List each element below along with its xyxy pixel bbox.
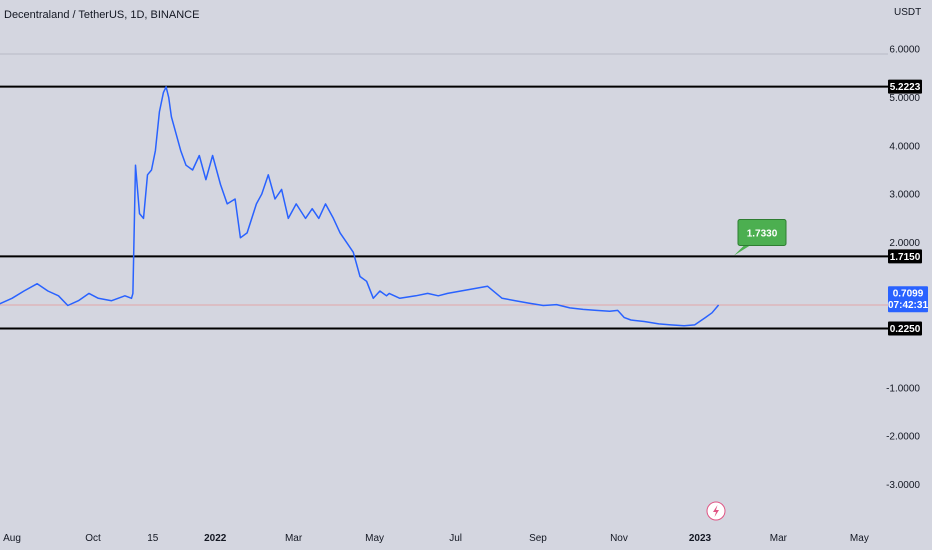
x-tick-label: Mar	[285, 533, 303, 544]
target-callout[interactable]: 1.7330	[734, 219, 787, 256]
currency-label: USDT	[894, 7, 921, 18]
x-tick-label: 15	[147, 533, 159, 544]
price-series-line	[0, 86, 720, 327]
level-badge-mid: 1.7150	[888, 249, 922, 264]
y-tick-label: -1.0000	[886, 383, 920, 394]
level-badge-high: 5.2223	[888, 79, 922, 94]
callout-text: 1.7330	[747, 229, 778, 240]
x-tick-label: Oct	[85, 533, 101, 544]
x-tick-label: May	[365, 533, 384, 544]
callout-pointer	[734, 245, 750, 256]
y-tick-label: 2.0000	[889, 238, 920, 249]
callout-box	[737, 219, 787, 247]
last-price-badge: 0.7099 07:42:31	[888, 286, 928, 313]
x-tick-label: May	[850, 533, 869, 544]
x-tick-label: Nov	[610, 533, 628, 544]
level-badge-low-text: 0.2250	[890, 324, 921, 335]
x-tick-label: Mar	[770, 533, 788, 544]
level-badge-high-text: 5.2223	[890, 82, 921, 93]
x-tick-label: 2022	[204, 533, 227, 544]
x-tick-label: Sep	[529, 533, 547, 544]
y-tick-label: 4.0000	[889, 141, 920, 152]
y-tick-label: 5.0000	[889, 93, 920, 104]
y-tick-label: 3.0000	[889, 190, 920, 201]
y-tick-label: -3.0000	[886, 480, 920, 491]
y-tick-label: -2.0000	[886, 432, 920, 443]
countdown-text: 07:42:31	[888, 300, 928, 311]
x-tick-label: Aug	[3, 533, 21, 544]
lightning-icon[interactable]	[706, 501, 726, 521]
level-badge-low: 0.2250	[888, 321, 922, 336]
y-tick-label: 6.0000	[889, 45, 920, 56]
level-badge-mid-text: 1.7150	[890, 252, 921, 263]
x-axis-ticks: Aug Oct 15 2022 Mar May Jul Sep Nov 2023 Mar May	[3, 533, 869, 544]
chart-title: Decentraland / TetherUS, 1D, BINANCE	[4, 9, 200, 21]
y-axis-ticks: 6.00005.00004.00003.00002.00001.0000-1.0…	[886, 45, 920, 492]
last-price-text: 0.7099	[893, 289, 924, 300]
x-tick-label: 2023	[689, 533, 712, 544]
x-tick-label: Jul	[449, 533, 462, 544]
